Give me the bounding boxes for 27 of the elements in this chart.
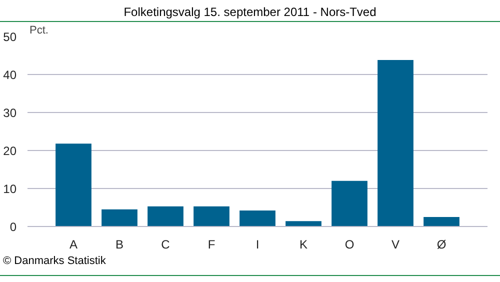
y-axis-title: Pct. (30, 24, 48, 36)
x-tick-label: K (300, 238, 308, 252)
x-tick-label: A (70, 238, 78, 252)
x-tick-label: F (208, 238, 216, 252)
bar (286, 221, 322, 226)
y-tick-label: 40 (3, 68, 17, 82)
x-tick-label: I (256, 238, 260, 252)
x-tick-label: Ø (436, 238, 446, 252)
x-tick-label: O (344, 238, 354, 252)
text: © Danmarks Statistik (3, 254, 106, 269)
bar (194, 206, 230, 226)
x-tick-label: C (161, 238, 170, 252)
bar (102, 209, 138, 226)
y-tick-label: 20 (3, 144, 17, 158)
x-tick-label: B (116, 238, 124, 252)
bar (148, 206, 184, 226)
bar (424, 217, 460, 226)
chart-title: Folketingsvalg 15. september 2011 - Nors-Tved (124, 4, 376, 21)
bar (240, 210, 276, 226)
bar (332, 180, 368, 226)
y-tick-label: 0 (10, 220, 17, 234)
y-tick-label: 10 (3, 182, 17, 196)
y-tick-label: 50 (3, 30, 17, 44)
x-tick-label: V (392, 238, 400, 252)
bar (378, 60, 414, 226)
bar (56, 144, 92, 226)
y-tick-label: 30 (3, 106, 17, 120)
